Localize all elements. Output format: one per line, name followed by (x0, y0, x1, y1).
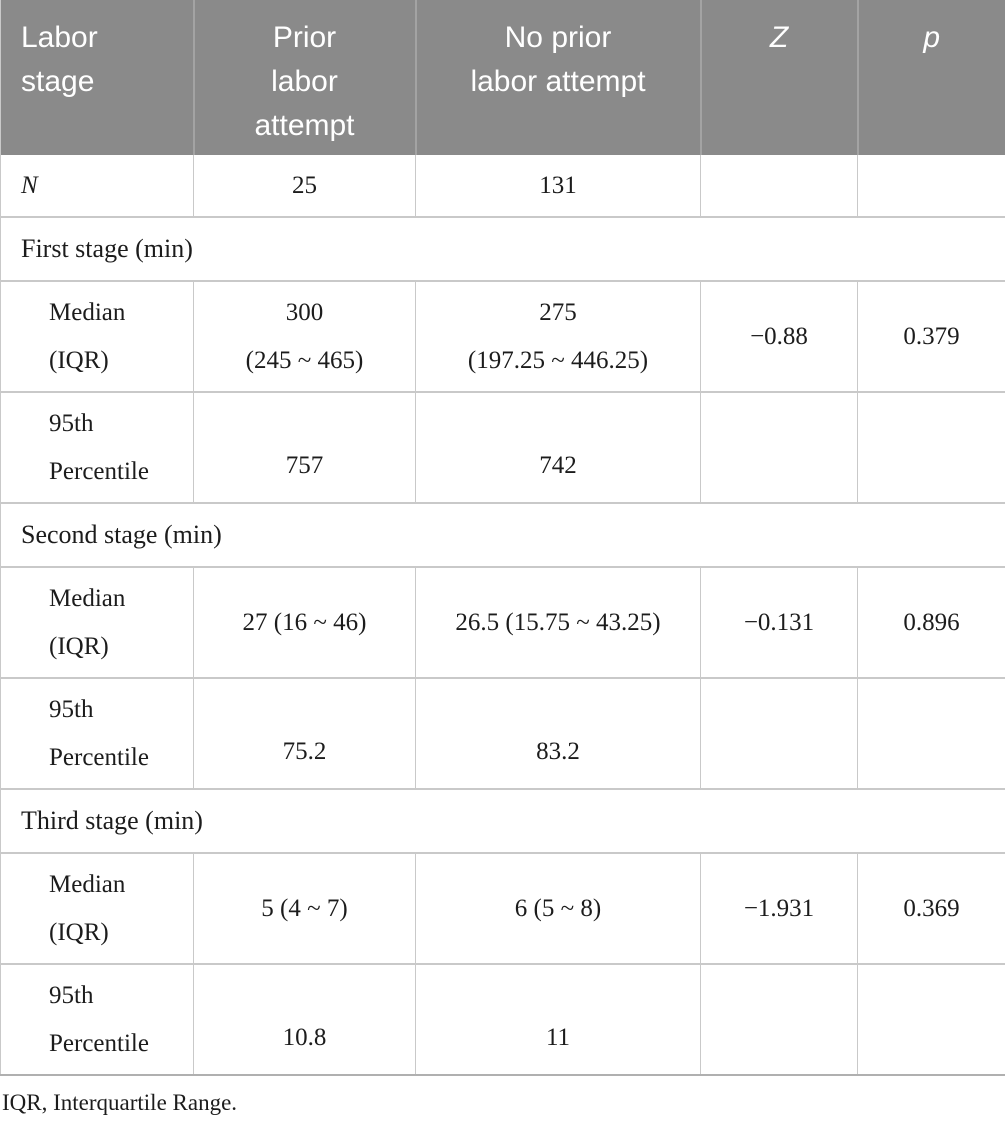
cell-95th-prior: 757 (193, 392, 416, 503)
label-line: (IQR) (49, 346, 109, 374)
cell-empty (700, 155, 858, 217)
cell-median-no-prior: 6 (5 ~ 8) (415, 853, 701, 964)
cell-empty (857, 155, 1005, 217)
table-row-95th-third-stage: 95th Percentile 10.8 11 (0, 964, 1005, 1075)
cell-median-prior: 27 (16 ~ 46) (193, 567, 416, 678)
table-row-n: N 25 131 (1, 155, 1005, 217)
row-label-n: N (21, 171, 38, 199)
labor-stages-table: Labor stage Prior labor attempt No prior… (0, 0, 1005, 1076)
cell-z-value: −0.131 (700, 567, 858, 678)
label-line: Median (49, 584, 126, 612)
label-line: 95th (49, 981, 94, 1009)
cell-p-value: 0.369 (857, 853, 1005, 964)
value-line: 27 (16 ~ 46) (242, 608, 367, 636)
cell-p-value: 0.896 (857, 567, 1005, 678)
section-row-third-stage: Third stage (min) (0, 789, 1005, 853)
cell-95th-prior: 75.2 (193, 678, 416, 789)
cell-z-value: −0.88 (700, 281, 858, 392)
header-line: No prior (504, 21, 612, 54)
col-header-z: Z (699, 0, 858, 155)
cell-median-no-prior: 26.5 (15.75 ~ 43.25) (415, 567, 701, 678)
cell-median-no-prior: 275 (197.25 ~ 446.25) (415, 281, 701, 392)
cell-95th-no-prior: 83.2 (415, 678, 701, 789)
value-line: (245 ~ 465) (245, 346, 364, 374)
header-line: Prior (272, 21, 337, 54)
cell-p-value: 0.379 (857, 281, 1005, 392)
cell-n-no-prior: 131 (415, 155, 701, 217)
value-line: 5 (4 ~ 7) (261, 894, 348, 922)
label-line: Percentile (49, 743, 149, 771)
section-title: Second stage (min) (21, 520, 222, 549)
value-line: 275 (539, 298, 577, 326)
cell-n-prior: 25 (193, 155, 416, 217)
value-line: 300 (285, 298, 324, 326)
section-title: First stage (min) (21, 234, 193, 263)
cell-empty (857, 392, 1005, 503)
cell-empty (700, 392, 858, 503)
cell-95th-no-prior: 742 (415, 392, 701, 503)
label-line: (IQR) (49, 918, 109, 946)
cell-empty (857, 964, 1005, 1075)
cell-z-value: −1.931 (700, 853, 858, 964)
label-line: (IQR) (49, 632, 109, 660)
row-label-median-iqr: Median (IQR) (1, 853, 194, 964)
table-row-95th-second-stage: 95th Percentile 75.2 83.2 (0, 678, 1005, 789)
section-row-second-stage: Second stage (min) (0, 503, 1005, 567)
header-line: stage (21, 65, 95, 98)
cell-median-prior: 5 (4 ~ 7) (193, 853, 416, 964)
col-header-p: p (856, 0, 1005, 155)
row-label-95th-percentile: 95th Percentile (1, 678, 194, 789)
table-row-median-first-stage: Median (IQR) 300 (245 ~ 465) 275 (197.25… (0, 281, 1005, 392)
table-row-95th-first-stage: 95th Percentile 757 742 (0, 392, 1005, 503)
header-line: Labor (21, 21, 98, 54)
row-label-95th-percentile: 95th Percentile (1, 392, 194, 503)
cell-median-prior: 300 (245 ~ 465) (193, 281, 416, 392)
col-header-labor-stage: Labor stage (0, 0, 194, 155)
header-row: Labor stage Prior labor attempt No prior… (0, 0, 1005, 155)
table-footnote: IQR, Interquartile Range. (2, 1090, 238, 1115)
label-line: 95th (49, 695, 94, 723)
label-line: Percentile (49, 457, 149, 485)
value-line: 6 (5 ~ 8) (514, 894, 602, 922)
header-line: labor attempt (470, 65, 646, 98)
header-line: attempt (254, 109, 355, 142)
row-label-median-iqr: Median (IQR) (1, 567, 194, 678)
label-line: Median (49, 298, 126, 326)
row-label-median-iqr: Median (IQR) (1, 281, 194, 392)
value-line: 26.5 (15.75 ~ 43.25) (455, 608, 661, 636)
col-header-prior-labor-attempt: Prior labor attempt (192, 0, 416, 155)
cell-empty (700, 678, 858, 789)
section-row-first-stage: First stage (min) (0, 217, 1005, 281)
row-label-95th-percentile: 95th Percentile (1, 964, 194, 1075)
cell-95th-prior: 10.8 (193, 964, 416, 1075)
section-title: Third stage (min) (21, 806, 203, 835)
cell-empty (857, 678, 1005, 789)
table-row-median-third-stage: Median (IQR) 5 (4 ~ 7) 6 (5 ~ 8) −1.931 … (0, 853, 1005, 964)
label-line: Median (49, 870, 126, 898)
label-line: Percentile (49, 1029, 149, 1057)
value-line: (197.25 ~ 446.25) (467, 346, 649, 374)
cell-empty (700, 964, 858, 1075)
label-line: 95th (49, 409, 94, 437)
table-row-median-second-stage: Median (IQR) 27 (16 ~ 46) 26.5 (15.75 ~ … (0, 567, 1005, 678)
header-line: labor (271, 65, 338, 98)
col-header-no-prior-labor-attempt: No prior labor attempt (414, 0, 701, 155)
cell-95th-no-prior: 11 (415, 964, 701, 1075)
